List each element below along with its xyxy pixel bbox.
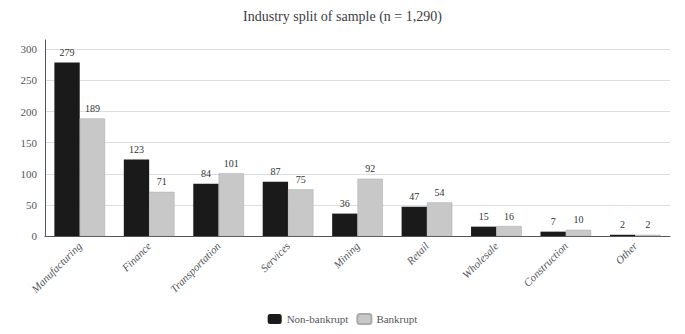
svg-text:2: 2 [645, 219, 650, 230]
svg-text:15: 15 [479, 211, 489, 222]
svg-text:92: 92 [365, 163, 375, 174]
svg-text:101: 101 [224, 158, 239, 169]
svg-text:Finance: Finance [119, 240, 154, 275]
svg-text:Wholesale: Wholesale [460, 240, 501, 281]
svg-text:150: 150 [21, 137, 38, 149]
svg-text:Construction: Construction [521, 239, 570, 288]
svg-text:Services: Services [258, 240, 292, 274]
svg-text:123: 123 [129, 144, 144, 155]
svg-text:16: 16 [504, 211, 514, 222]
svg-text:2: 2 [620, 219, 625, 230]
svg-text:279: 279 [60, 47, 75, 58]
svg-text:Manufacturing: Manufacturing [28, 239, 84, 295]
svg-text:Other: Other [613, 239, 640, 266]
svg-text:0: 0 [32, 230, 38, 242]
svg-text:87: 87 [270, 166, 280, 177]
svg-text:50: 50 [26, 199, 38, 211]
svg-text:7: 7 [551, 216, 556, 227]
svg-text:10: 10 [574, 214, 584, 225]
svg-text:250: 250 [21, 74, 38, 86]
svg-text:84: 84 [201, 168, 211, 179]
svg-text:200: 200 [21, 106, 38, 118]
svg-text:300: 300 [21, 43, 38, 55]
svg-text:Transportation: Transportation [168, 239, 223, 294]
svg-text:Non-bankrupt: Non-bankrupt [287, 313, 349, 325]
svg-text:36: 36 [340, 198, 350, 209]
svg-text:75: 75 [296, 174, 306, 185]
svg-text:189: 189 [85, 103, 100, 114]
svg-text:54: 54 [435, 187, 445, 198]
svg-text:Mining: Mining [330, 239, 362, 271]
svg-text:Bankrupt: Bankrupt [376, 313, 417, 325]
svg-text:47: 47 [409, 191, 419, 202]
svg-text:Retail: Retail [403, 240, 431, 268]
svg-text:100: 100 [21, 168, 38, 180]
svg-text:Industry split of sample (n =: Industry split of sample (n = 1,290) [243, 9, 442, 25]
svg-text:71: 71 [157, 176, 167, 187]
